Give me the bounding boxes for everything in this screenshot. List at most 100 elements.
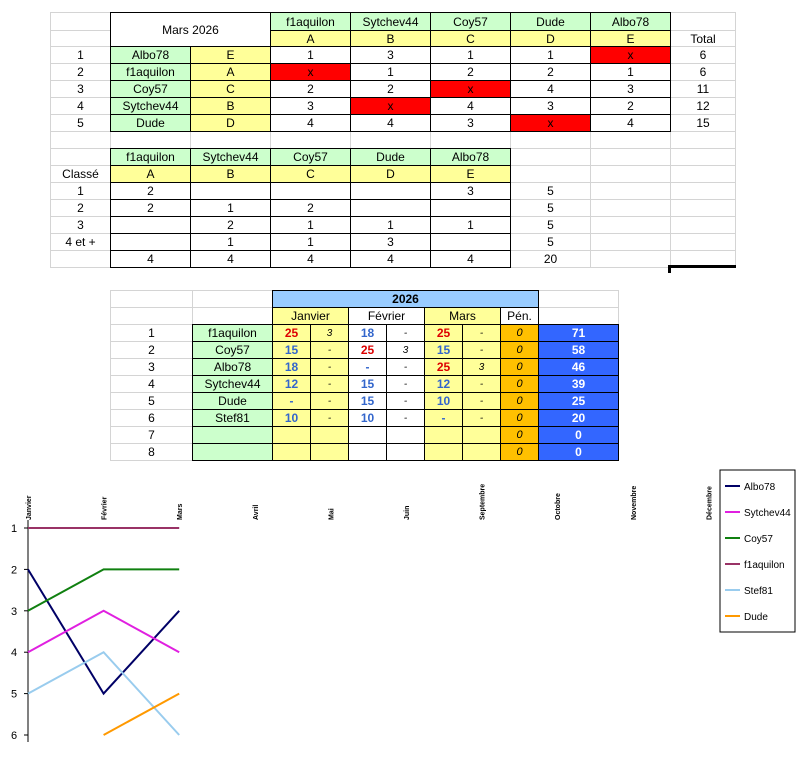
grand-total: 58 [538, 341, 619, 359]
month-points: 25 [272, 324, 311, 342]
legend-label: Dude [744, 612, 768, 623]
grid-line [190, 12, 191, 267]
rank: 5 [77, 116, 84, 130]
grid-line [270, 12, 271, 267]
rank: 4 et + [65, 235, 96, 249]
legend-label: Albo78 [744, 482, 776, 493]
count-cell: 4 [430, 250, 511, 268]
y-tick-label: 4 [11, 647, 17, 659]
selection-border [668, 265, 736, 268]
month-header: Février [348, 307, 425, 325]
score-cell: 4 [270, 114, 351, 132]
grid-line [50, 12, 51, 267]
rank: 3 [77, 82, 84, 96]
month-points: 25 [424, 358, 463, 376]
x-tick-label: Octobre [555, 493, 562, 520]
x-tick-label: Avril [253, 505, 260, 520]
column-header: Sytchev44 [190, 148, 271, 166]
score-cell: 3 [430, 114, 511, 132]
player-name: Albo78 [192, 358, 273, 376]
y-tick-label: 1 [11, 523, 17, 535]
rank: 1 [148, 326, 155, 340]
column-header: Coy57 [430, 12, 511, 31]
column-header: Sytchev44 [350, 12, 431, 31]
x-tick-label: Novembre [631, 486, 638, 520]
month-points: 25 [348, 341, 387, 359]
row-sum: 5 [547, 184, 554, 198]
x-tick-label: Janvier [26, 495, 33, 520]
row-total: 11 [696, 82, 710, 96]
row-total: 6 [699, 65, 707, 79]
grid-line [510, 12, 511, 267]
rank: 1 [77, 184, 84, 198]
grid-line [590, 12, 591, 267]
grid-line [350, 12, 351, 267]
year-header: 2026 [272, 290, 539, 308]
count-cell: 4 [190, 250, 271, 268]
selection-border [668, 265, 671, 273]
score-cell: x [510, 114, 591, 132]
legend-label: Stef81 [744, 586, 773, 597]
rank: 8 [148, 445, 155, 459]
y-tick-label: 6 [11, 730, 17, 742]
grand-total: 20 [538, 409, 619, 427]
series-line [27, 568, 180, 612]
rank: 2 [148, 343, 155, 357]
rank: 7 [148, 428, 155, 442]
count-cell: 4 [350, 250, 431, 268]
rank: 4 [77, 99, 84, 113]
row-total: 12 [696, 99, 710, 113]
rank: 3 [148, 360, 155, 374]
month-points: 18 [348, 324, 387, 342]
row-total: 15 [696, 116, 710, 130]
column-header: f1aquilon [270, 12, 351, 31]
x-tick-label: Février [102, 496, 109, 520]
x-tick-label: Mars [177, 504, 184, 520]
row-sum: 20 [543, 252, 558, 266]
series-line [27, 568, 180, 696]
row-sum: 5 [547, 235, 554, 249]
grid-line [735, 12, 736, 267]
score-cell: 4 [590, 114, 671, 132]
y-tick-label: 3 [11, 606, 17, 618]
rank: 2 [77, 65, 84, 79]
player-name: f1aquilon [192, 324, 273, 342]
row-total: 6 [699, 48, 707, 62]
x-tick-label: Juin [404, 506, 411, 520]
x-tick-label: Septembre [480, 484, 487, 520]
player-name: Dude [192, 392, 273, 410]
rank: 3 [77, 218, 84, 232]
player-name: Coy57 [192, 341, 273, 359]
month-header: Janvier [272, 307, 349, 325]
grid-line [430, 12, 431, 267]
column-header: Coy57 [270, 148, 351, 166]
series-line [27, 609, 180, 654]
y-tick-label: 5 [11, 689, 17, 701]
x-tick-label: Mai [328, 508, 335, 520]
legend-label: Sytchev44 [744, 508, 791, 519]
rank: 1 [77, 48, 84, 62]
rank: 6 [148, 411, 155, 425]
grid-line [670, 12, 671, 267]
legend-label: Coy57 [744, 534, 773, 545]
grand-total: 0 [538, 443, 619, 461]
row-header: Classé [62, 167, 99, 181]
row-sum: 5 [547, 201, 554, 215]
rank: 2 [77, 201, 84, 215]
month-points: 25 [424, 324, 463, 342]
y-tick-label: 2 [11, 564, 17, 576]
total-header: Total [690, 31, 716, 46]
legend-box [719, 469, 796, 633]
series-line [103, 692, 180, 736]
rank: 4 [148, 377, 155, 391]
x-tick-label: Décembre [706, 486, 713, 520]
rank: 5 [148, 394, 155, 408]
grid-line [110, 12, 111, 267]
row-sum: 5 [547, 218, 554, 232]
table-title: Mars 2026 [110, 12, 271, 47]
grid-line [110, 290, 111, 460]
legend-label: f1aquilon [744, 560, 785, 571]
